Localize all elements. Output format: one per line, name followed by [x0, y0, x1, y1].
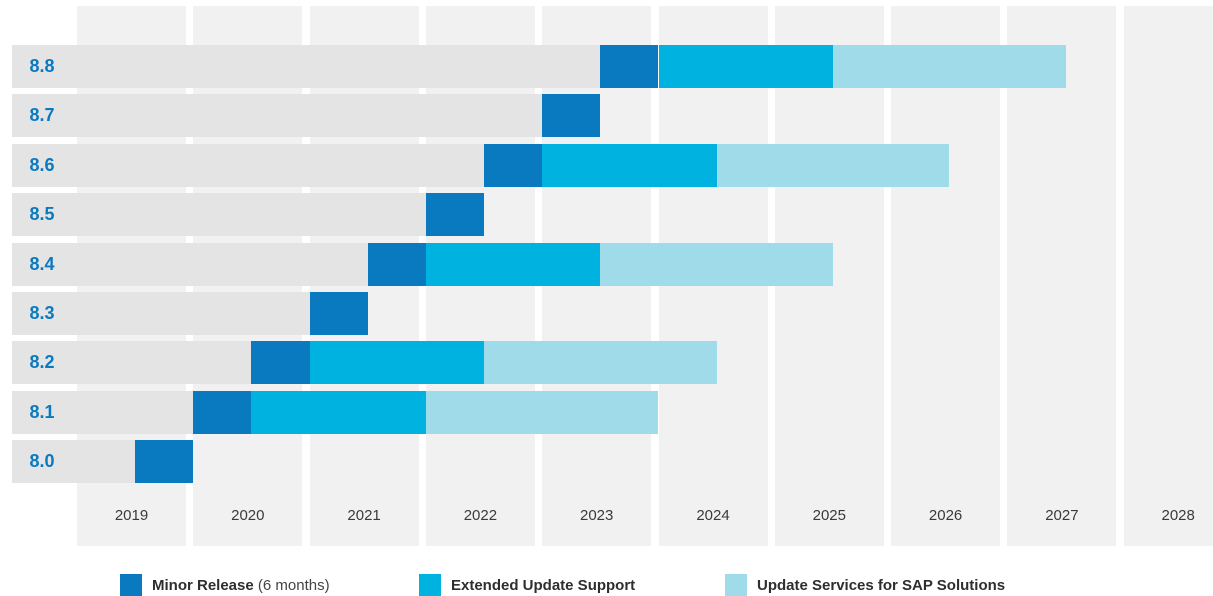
bar-sap-8-8: [832, 45, 1066, 88]
legend-swatch-sap: [725, 574, 747, 596]
legend-label-sap: Update Services for SAP Solutions: [757, 577, 1005, 594]
bar-minor-8-8: [600, 45, 659, 88]
legend-label-minor: Minor Release (6 months): [152, 577, 330, 594]
legend-item-minor: Minor Release (6 months): [120, 574, 330, 596]
bar-eus-8-1: [251, 390, 426, 434]
release-history-8-1: [12, 390, 194, 434]
version-label-8-1: 8.1: [29, 401, 55, 422]
bar-minor-8-3: [309, 292, 368, 335]
legend-swatch-eus: [419, 574, 441, 596]
version-label-8-3: 8.3: [29, 303, 55, 323]
legend-label-text: Extended Update Support: [451, 576, 636, 594]
version-label-8-4: 8.4: [29, 253, 55, 274]
release-history-8-4: [12, 242, 368, 286]
x-tick-label-2025: 2025: [812, 507, 846, 524]
bar-minor-8-1: [193, 390, 252, 434]
bar-sap-8-1: [425, 390, 659, 434]
x-tick-label-2026: 2026: [928, 507, 963, 524]
legend-label-eus: Extended Update Support: [451, 577, 635, 594]
bar-eus-8-6: [542, 143, 717, 187]
legend-label-text: Update Services for SAP Solutions: [757, 576, 1006, 594]
legend-item-sap: Update Services for SAP Solutions: [725, 574, 1005, 596]
legend-swatch-minor: [120, 574, 142, 596]
bar-sap-8-2: [484, 341, 717, 385]
version-label-8-7: 8.7: [29, 105, 55, 126]
release-history-8-2: [12, 341, 252, 385]
bar-minor-8-6: [484, 143, 543, 187]
release-history-8-7: [12, 94, 543, 138]
x-tick-label-2028: 2028: [1161, 507, 1195, 524]
legend-label-text: Minor Release: [152, 576, 254, 594]
release-history-8-3: [12, 292, 310, 335]
release-history-8-0: [12, 440, 136, 484]
x-tick-label-2023: 2023: [580, 507, 614, 524]
version-label-8-6: 8.6: [29, 154, 55, 175]
x-tick-label-2020: 2020: [231, 507, 265, 524]
year-column-2028: [1123, 6, 1213, 546]
release-history-8-6: [12, 143, 485, 187]
bar-minor-8-7: [542, 94, 601, 138]
year-column-2027: [1007, 6, 1117, 546]
x-tick-label-2024: 2024: [696, 507, 730, 524]
release-history-8-8: [12, 45, 601, 88]
bar-eus-8-2: [309, 341, 485, 385]
bar-sap-8-6: [716, 143, 950, 187]
x-tick-label-2019: 2019: [114, 507, 149, 524]
bar-minor-8-4: [367, 242, 426, 286]
bar-sap-8-4: [600, 242, 833, 286]
version-label-8-0: 8.0: [29, 451, 55, 472]
version-label-8-8: 8.8: [29, 56, 55, 76]
version-label-8-5: 8.5: [29, 204, 55, 225]
bar-minor-8-0: [135, 440, 194, 484]
legend-item-eus: Extended Update Support: [419, 574, 635, 596]
bar-minor-8-2: [251, 341, 310, 385]
legend-note: (6 months): [253, 576, 330, 594]
bar-minor-8-5: [425, 193, 485, 237]
bar-eus-8-8: [658, 45, 833, 88]
year-column-2026: [891, 6, 1001, 546]
x-tick-label-2027: 2027: [1045, 507, 1079, 524]
x-tick-label-2021: 2021: [347, 507, 381, 524]
version-label-8-2: 8.2: [29, 352, 55, 373]
release-history-8-5: [12, 193, 426, 237]
bar-eus-8-4: [425, 242, 601, 286]
x-tick-label-2022: 2022: [463, 507, 498, 524]
